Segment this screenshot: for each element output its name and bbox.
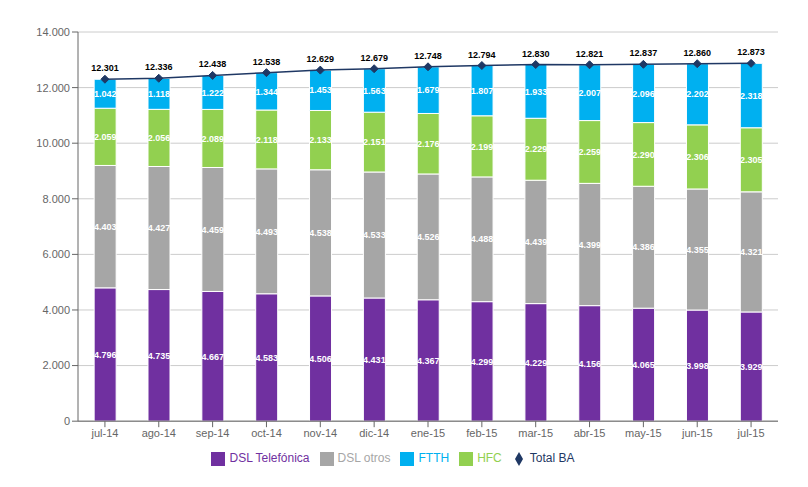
svg-text:ene-15: ene-15 [411,427,445,439]
svg-text:1.563: 1.563 [363,86,386,96]
svg-text:2.229: 2.229 [525,144,548,154]
svg-text:2.118: 2.118 [256,135,278,145]
svg-text:ago-14: ago-14 [142,427,176,439]
svg-text:2.007: 2.007 [579,88,602,98]
svg-text:4.431: 4.431 [363,355,386,365]
svg-text:4.065: 4.065 [632,360,655,370]
svg-text:8.000: 8.000 [42,193,70,205]
svg-text:feb-15: feb-15 [466,427,497,439]
svg-text:nov-14: nov-14 [303,427,337,439]
svg-text:4.321: 4.321 [740,247,763,257]
svg-text:1.344: 1.344 [255,87,278,97]
svg-text:4.299: 4.299 [471,357,494,367]
svg-text:1.042: 1.042 [94,89,117,99]
svg-text:oct-14: oct-14 [251,427,282,439]
svg-text:4.386: 4.386 [632,242,655,252]
svg-text:2.089: 2.089 [202,134,225,144]
svg-text:4.000: 4.000 [42,304,70,316]
html-text:FTTH: FTTH [418,451,450,466]
svg-text:4.229: 4.229 [525,358,548,368]
svg-text:0: 0 [64,415,70,427]
svg-text:3.998: 3.998 [686,361,709,371]
svg-text:2.202: 2.202 [686,89,709,99]
svg-text:4.439: 4.439 [525,237,548,247]
svg-text:1.807: 1.807 [471,86,494,96]
svg-text:12.301: 12.301 [91,63,119,73]
svg-text:2.096: 2.096 [632,89,655,99]
svg-text:12.830: 12.830 [522,49,550,59]
svg-text:12.821: 12.821 [576,49,604,59]
svg-text:1.118: 1.118 [148,89,170,99]
svg-text:2.199: 2.199 [471,142,494,152]
svg-text:12.000: 12.000 [36,82,70,94]
svg-text:2.305: 2.305 [740,155,763,165]
svg-text:12.794: 12.794 [468,50,496,60]
svg-text:1.222: 1.222 [202,88,225,98]
svg-text:4.427: 4.427 [148,223,171,233]
svg-text:6.000: 6.000 [42,248,70,260]
svg-text:jun-15: jun-15 [681,427,713,439]
svg-text:4.488: 4.488 [471,234,494,244]
svg-text:4.667: 4.667 [202,352,225,362]
svg-text:4.355: 4.355 [686,245,709,255]
svg-text:12.860: 12.860 [683,48,711,58]
svg-text:may-15: may-15 [625,427,662,439]
svg-text:4.156: 4.156 [579,359,602,369]
svg-text:2.259: 2.259 [579,147,602,157]
svg-text:12.538: 12.538 [253,57,281,67]
svg-text:2.318: 2.318 [740,91,763,101]
svg-text:3.929: 3.929 [740,362,763,372]
svg-text:12.679: 12.679 [360,53,388,63]
svg-text:1.453: 1.453 [309,85,332,95]
svg-text:2.290: 2.290 [632,150,655,160]
svg-text:2.056: 2.056 [148,133,171,143]
svg-text:2.151: 2.151 [363,137,386,147]
html-text:DSL otros: DSL otros [337,451,391,466]
svg-text:jul-14: jul-14 [90,427,118,439]
svg-text:4.506: 4.506 [309,354,332,364]
svg-text:1.933: 1.933 [525,87,548,97]
svg-text:4.583: 4.583 [255,353,278,363]
svg-text:2.000: 2.000 [42,359,70,371]
svg-text:2.306: 2.306 [686,152,709,162]
svg-text:12.336: 12.336 [145,62,173,72]
svg-text:4.367: 4.367 [417,356,440,366]
svg-text:4.526: 4.526 [417,232,440,242]
svg-text:4.538: 4.538 [309,228,332,238]
svg-text:12.438: 12.438 [199,59,227,69]
svg-text:4.533: 4.533 [363,230,386,240]
html-text:Total BA: Total BA [529,451,575,466]
svg-text:abr-15: abr-15 [574,427,606,439]
svg-text:4.735: 4.735 [148,351,171,361]
svg-text:14.000: 14.000 [36,26,70,38]
svg-text:2.059: 2.059 [94,132,117,142]
svg-text:4.399: 4.399 [579,240,602,250]
svg-text:mar-15: mar-15 [518,427,553,439]
svg-text:12.748: 12.748 [414,51,442,61]
svg-text:2.176: 2.176 [417,139,440,149]
svg-text:4.493: 4.493 [255,227,278,237]
svg-text:1.679: 1.679 [417,85,440,95]
svg-text:4.403: 4.403 [94,222,117,232]
svg-text:2.133: 2.133 [309,135,332,145]
svg-text:dic-14: dic-14 [359,427,389,439]
svg-text:12.837: 12.837 [630,48,658,58]
svg-text:12.873: 12.873 [737,47,765,57]
svg-text:12.629: 12.629 [307,54,335,64]
svg-text:4.459: 4.459 [202,225,225,235]
svg-text:jul-15: jul-15 [737,427,765,439]
svg-text:10.000: 10.000 [36,137,70,149]
svg-text:sep-14: sep-14 [196,427,230,439]
svg-text:4.796: 4.796 [94,350,117,360]
html-text:DSL Telefónica: DSL Telefónica [229,451,310,466]
html-text:HFC: HFC [477,451,502,466]
